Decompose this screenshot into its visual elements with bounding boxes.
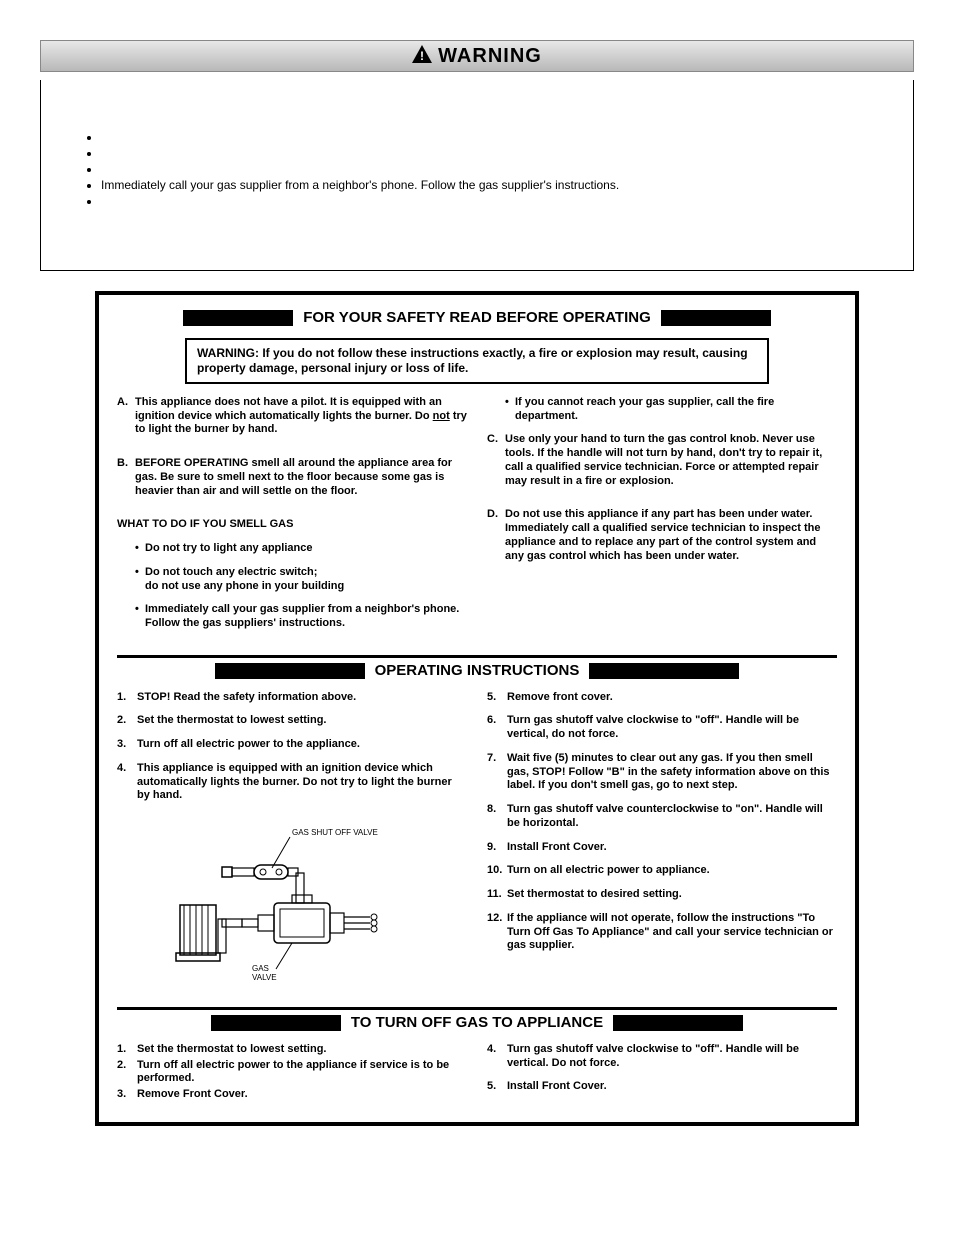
list-item: 10.Turn on all electric power to applian… [487, 864, 837, 878]
list-item: 11.Set thermostat to desired setting. [487, 888, 837, 902]
list-item: 9.Install Front Cover. [487, 841, 837, 855]
text: Wait five (5) minutes to clear out any g… [507, 752, 837, 793]
text: This appliance is equipped with an ignit… [137, 762, 467, 803]
turnoff-header-title: TO TURN OFF GAS TO APPLIANCE [341, 1014, 613, 1033]
warning-bullets: Immediately call your gas supplier from … [101, 130, 873, 208]
inner-warning-box: WARNING: If you do not follow these inst… [185, 338, 769, 384]
list-item: •Do not try to light any appliance [135, 542, 467, 556]
text: Install Front Cover. [507, 841, 607, 855]
text: Set thermostat to desired setting. [507, 888, 682, 902]
bullet-item [101, 194, 873, 208]
text: STOP! Read the safety information above. [137, 691, 356, 705]
operating-header-banner: OPERATING INSTRUCTIONS [117, 662, 837, 681]
turnoff-right-col: 4.Turn gas shutoff valve clockwise to "o… [487, 1043, 837, 1104]
list-item: •Immediately call your gas supplier from… [135, 603, 467, 631]
text-underline: not [433, 410, 450, 422]
operating-right-list: 5.Remove front cover. 6.Turn gas shutoff… [487, 691, 837, 954]
safety-right-col: •If you cannot reach your gas supplier, … [487, 396, 837, 641]
label-shutoff: GAS SHUT OFF VALVE [292, 828, 378, 837]
page: ! WARNING Immediately call your gas supp… [0, 0, 954, 1166]
list-item: 4.This appliance is equipped with an ign… [117, 762, 467, 803]
list-item: 1.Set the thermostat to lowest setting. [117, 1043, 467, 1057]
turnoff-header-banner: TO TURN OFF GAS TO APPLIANCE [117, 1014, 837, 1033]
list-item: 1.STOP! Read the safety information abov… [117, 691, 467, 705]
divider [117, 1007, 837, 1010]
list-item: 7.Wait five (5) minutes to clear out any… [487, 752, 837, 793]
bullet-item: Immediately call your gas supplier from … [101, 178, 873, 192]
text: Install Front Cover. [507, 1080, 607, 1094]
black-bar [215, 663, 365, 679]
operating-left-col: 1.STOP! Read the safety information abov… [117, 691, 467, 994]
text: This appliance does not have a pilot. It… [135, 396, 442, 422]
smell-gas-list: •Do not try to light any appliance •Do n… [135, 542, 467, 631]
safety-header-title: FOR YOUR SAFETY READ BEFORE OPERATING [293, 309, 661, 328]
list-item: 2.Set the thermostat to lowest setting. [117, 714, 467, 728]
black-bar [211, 1015, 341, 1031]
item-c: C. Use only your hand to turn the gas co… [487, 433, 837, 498]
list-item: 5.Remove front cover. [487, 691, 837, 705]
operating-columns: 1.STOP! Read the safety information abov… [117, 691, 837, 994]
list-item: 12.If the appliance will not operate, fo… [487, 912, 837, 953]
svg-text:!: ! [420, 49, 424, 63]
text: Remove Front Cover. [137, 1088, 248, 1102]
item-b: B. BEFORE OPERATING smell all around the… [117, 457, 467, 508]
safety-panel: FOR YOUR SAFETY READ BEFORE OPERATING WA… [95, 291, 859, 1126]
text: Turn gas shutoff valve clockwise to "off… [507, 714, 837, 742]
turnoff-left-col: 1.Set the thermostat to lowest setting. … [117, 1043, 467, 1104]
text: Set the thermostat to lowest setting. [137, 1043, 326, 1057]
line: Do not touch any electric switch; [145, 566, 317, 578]
operating-right-col: 5.Remove front cover. 6.Turn gas shutoff… [487, 691, 837, 994]
operating-left-list: 1.STOP! Read the safety information abov… [117, 691, 467, 804]
bullet-item [101, 162, 873, 176]
list-item: 3.Remove Front Cover. [117, 1088, 467, 1102]
gas-valve-figure: GAS SHUT OFF VALVE [162, 823, 422, 993]
text: If the appliance will not operate, follo… [507, 912, 837, 953]
black-bar [613, 1015, 743, 1031]
bullet-item [101, 146, 873, 160]
item-d: D. Do not use this appliance if any part… [487, 508, 837, 573]
turnoff-columns: 1.Set the thermostat to lowest setting. … [117, 1043, 837, 1104]
text: Do not touch any electric switch; do not … [145, 566, 344, 594]
black-bar [589, 663, 739, 679]
list-item: •Do not touch any electric switch;do not… [135, 566, 467, 594]
label-valve: VALVE [252, 973, 277, 982]
list-item: 6.Turn gas shutoff valve clockwise to "o… [487, 714, 837, 742]
text: Turn gas shutoff valve counterclockwise … [507, 803, 837, 831]
warning-banner: ! WARNING [40, 40, 914, 72]
list-item: 8.Turn gas shutoff valve counterclockwis… [487, 803, 837, 831]
list-item: •If you cannot reach your gas supplier, … [505, 396, 837, 424]
smell-gas-head: WHAT TO DO IF YOU SMELL GAS [117, 518, 467, 532]
text: Turn off all electric power to the appli… [137, 1059, 467, 1087]
bullet-item [101, 130, 873, 144]
turnoff-left-list: 1.Set the thermostat to lowest setting. … [117, 1043, 467, 1102]
warning-banner-text: WARNING [438, 45, 542, 68]
operating-header-title: OPERATING INSTRUCTIONS [365, 662, 590, 681]
safety-header-banner: FOR YOUR SAFETY READ BEFORE OPERATING [117, 309, 837, 328]
safety-columns: A. This appliance does not have a pilot.… [117, 396, 837, 641]
list-item: 2.Turn off all electric power to the app… [117, 1059, 467, 1087]
line: do not use any phone in your building [145, 580, 344, 592]
text: Turn off all electric power to the appli… [137, 738, 360, 752]
turnoff-right-list: 4.Turn gas shutoff valve clockwise to "o… [487, 1043, 837, 1094]
cannot-reach-list: •If you cannot reach your gas supplier, … [505, 396, 837, 424]
list-item: 4.Turn gas shutoff valve clockwise to "o… [487, 1043, 837, 1071]
warning-body: Immediately call your gas supplier from … [40, 80, 914, 271]
black-bar [661, 310, 771, 326]
item-a: A. This appliance does not have a pilot.… [117, 396, 467, 447]
text: Remove front cover. [507, 691, 613, 705]
text: Do not try to light any appliance [145, 542, 312, 556]
warning-triangle-icon: ! [412, 45, 432, 68]
text: If you cannot reach your gas supplier, c… [515, 396, 837, 424]
text: Turn gas shutoff valve clockwise to "off… [507, 1043, 837, 1071]
text: Turn on all electric power to appliance. [507, 864, 710, 878]
label-gas: GAS [252, 964, 269, 973]
safety-left-col: A. This appliance does not have a pilot.… [117, 396, 467, 641]
list-item: 3.Turn off all electric power to the app… [117, 738, 467, 752]
black-bar [183, 310, 293, 326]
divider [117, 655, 837, 658]
text: Immediately call your gas supplier from … [145, 603, 467, 631]
text: Set the thermostat to lowest setting. [137, 714, 326, 728]
list-item: 5.Install Front Cover. [487, 1080, 837, 1094]
